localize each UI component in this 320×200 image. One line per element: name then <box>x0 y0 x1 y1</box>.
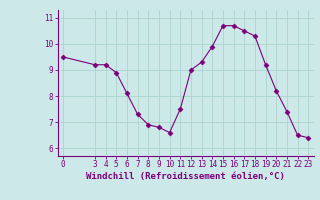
X-axis label: Windchill (Refroidissement éolien,°C): Windchill (Refroidissement éolien,°C) <box>86 172 285 181</box>
